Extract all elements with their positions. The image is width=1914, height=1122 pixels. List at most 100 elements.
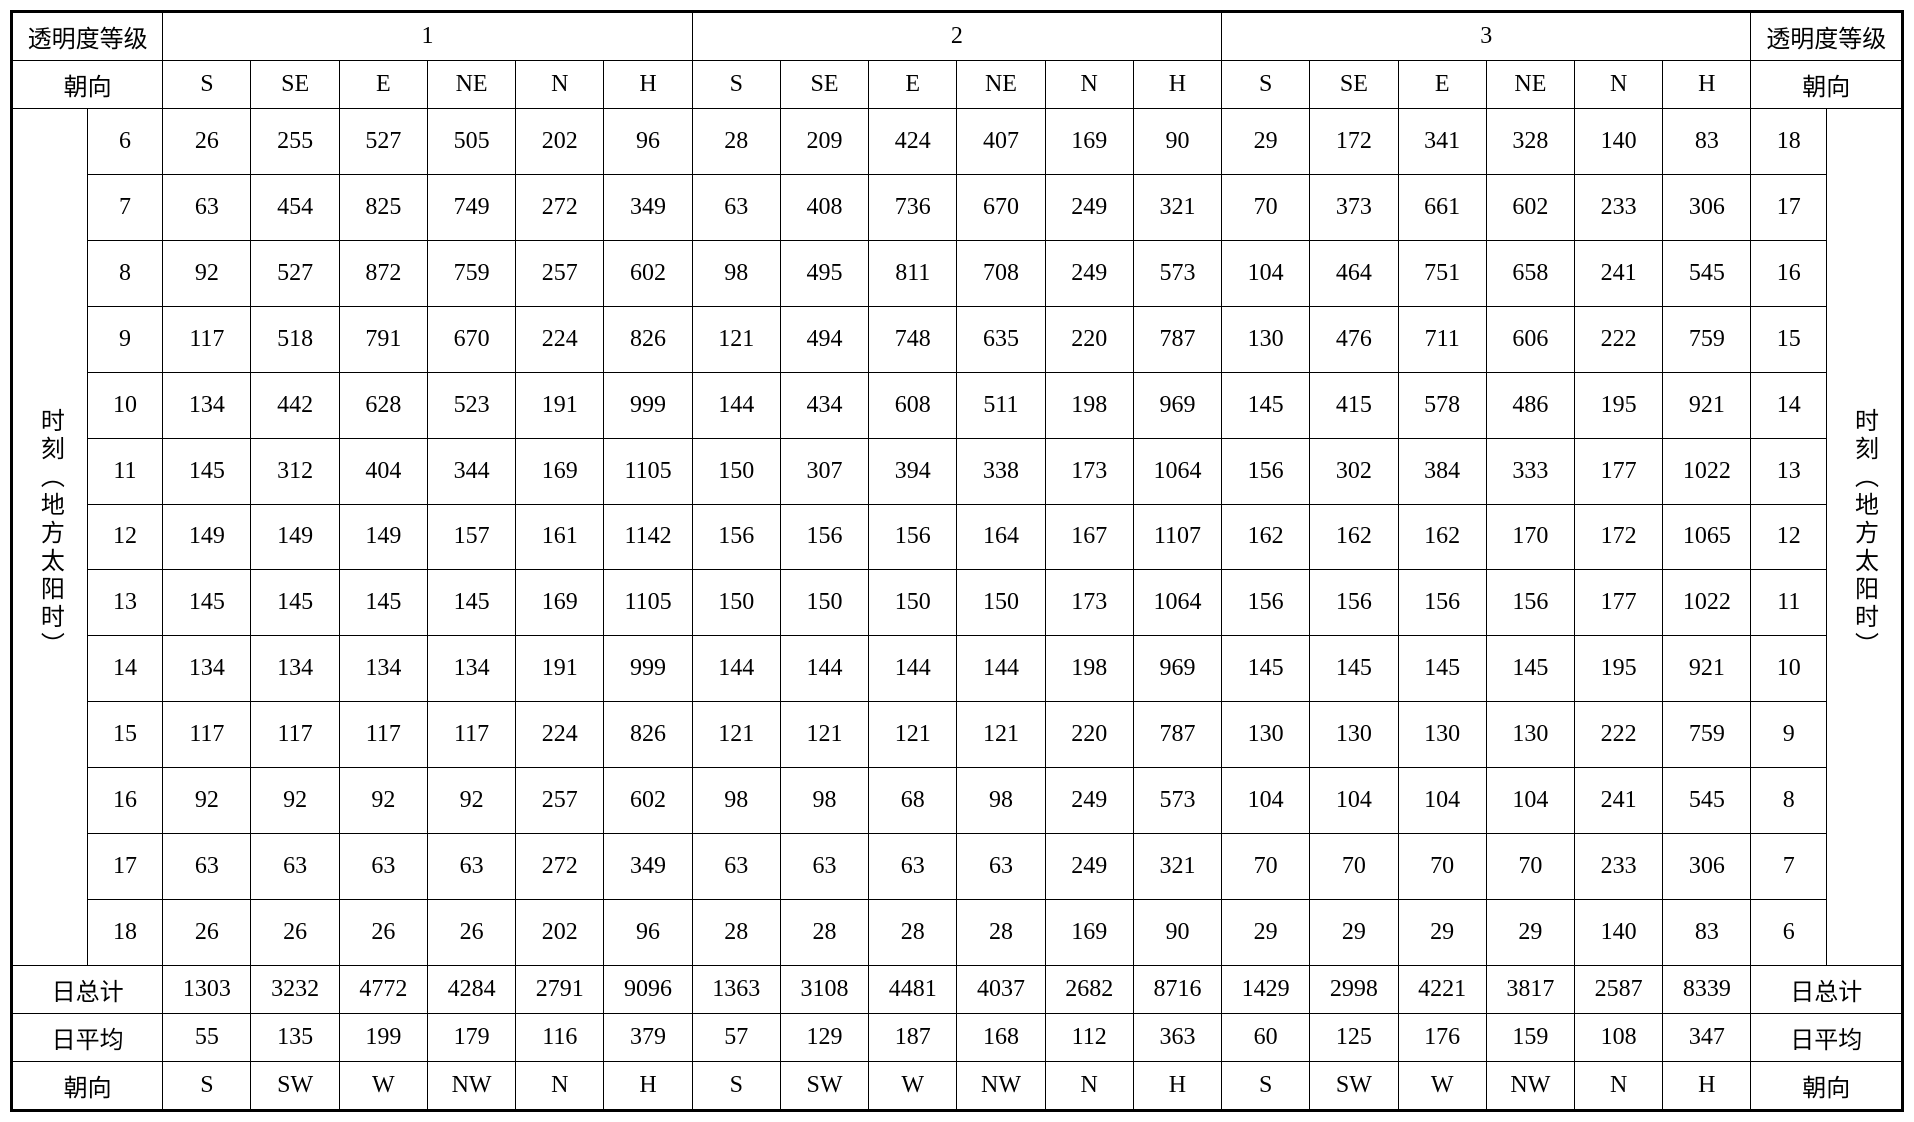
data-cell: 149 (339, 504, 427, 570)
data-cell: 759 (1663, 306, 1751, 372)
data-cell: 63 (869, 834, 957, 900)
data-cell: 257 (516, 240, 604, 306)
data-cell: 26 (163, 109, 251, 175)
data-cell: 826 (604, 702, 692, 768)
orientation-col-header: NE (427, 61, 515, 109)
data-cell: 156 (692, 504, 780, 570)
time-hour-left: 11 (87, 438, 163, 504)
data-cell: 134 (339, 636, 427, 702)
daily-average-cell: 176 (1398, 1014, 1486, 1062)
data-cell: 511 (957, 372, 1045, 438)
data-cell: 29 (1486, 900, 1574, 966)
data-cell: 169 (1045, 900, 1133, 966)
data-cell: 921 (1663, 636, 1751, 702)
time-hour-left: 14 (87, 636, 163, 702)
data-cell: 149 (251, 504, 339, 570)
data-cell: 224 (516, 702, 604, 768)
data-cell: 104 (1310, 768, 1398, 834)
data-cell: 63 (692, 174, 780, 240)
orientation-header-right: 朝向 (1751, 61, 1903, 109)
time-hour-right: 14 (1751, 372, 1827, 438)
daily-total-cell: 8339 (1663, 966, 1751, 1014)
daily-total-cell: 9096 (604, 966, 692, 1014)
data-cell: 121 (692, 702, 780, 768)
daily-total-cell: 2587 (1575, 966, 1663, 1014)
data-cell: 394 (869, 438, 957, 504)
daily-average-label-right: 日平均 (1751, 1014, 1903, 1062)
data-cell: 1064 (1133, 570, 1221, 636)
orientation-col-header: N (1575, 61, 1663, 109)
data-cell: 628 (339, 372, 427, 438)
data-cell: 140 (1575, 109, 1663, 175)
data-cell: 156 (1398, 570, 1486, 636)
data-cell: 134 (163, 636, 251, 702)
data-cell: 150 (692, 438, 780, 504)
data-cell: 26 (163, 900, 251, 966)
data-cell: 68 (869, 768, 957, 834)
data-cell: 92 (427, 768, 515, 834)
data-cell: 121 (692, 306, 780, 372)
daily-average-cell: 187 (869, 1014, 957, 1062)
time-hour-left: 12 (87, 504, 163, 570)
data-cell: 63 (163, 174, 251, 240)
time-hour-right: 11 (1751, 570, 1827, 636)
time-hour-left: 10 (87, 372, 163, 438)
data-cell: 198 (1045, 636, 1133, 702)
data-cell: 145 (427, 570, 515, 636)
data-cell: 759 (427, 240, 515, 306)
data-cell: 145 (1222, 636, 1310, 702)
data-cell: 307 (780, 438, 868, 504)
data-cell: 241 (1575, 240, 1663, 306)
orientation-col-header: N (516, 61, 604, 109)
data-cell: 117 (251, 702, 339, 768)
data-cell: 404 (339, 438, 427, 504)
data-cell: 602 (1486, 174, 1574, 240)
data-cell: 104 (1398, 768, 1486, 834)
data-cell: 144 (780, 636, 868, 702)
orientation-col-footer: H (1133, 1062, 1221, 1111)
data-cell: 826 (604, 306, 692, 372)
data-cell: 28 (957, 900, 1045, 966)
data-cell: 134 (163, 372, 251, 438)
data-cell: 70 (1310, 834, 1398, 900)
time-hour-left: 15 (87, 702, 163, 768)
time-hour-left: 16 (87, 768, 163, 834)
data-cell: 130 (1486, 702, 1574, 768)
daily-average-cell: 125 (1310, 1014, 1398, 1062)
data-cell: 415 (1310, 372, 1398, 438)
data-cell: 476 (1310, 306, 1398, 372)
time-hour-right: 12 (1751, 504, 1827, 570)
data-cell: 486 (1486, 372, 1574, 438)
data-cell: 172 (1310, 109, 1398, 175)
orientation-col-header: H (604, 61, 692, 109)
data-cell: 130 (1398, 702, 1486, 768)
daily-total-cell: 4481 (869, 966, 957, 1014)
data-cell: 156 (780, 504, 868, 570)
level-header: 3 (1222, 12, 1751, 61)
data-cell: 134 (427, 636, 515, 702)
data-cell: 202 (516, 109, 604, 175)
data-cell: 494 (780, 306, 868, 372)
data-cell: 83 (1663, 109, 1751, 175)
data-cell: 145 (163, 570, 251, 636)
daily-total-cell: 8716 (1133, 966, 1221, 1014)
data-cell: 130 (1310, 702, 1398, 768)
time-axis-left: 时刻︵地方太阳时︶ (12, 109, 88, 966)
data-cell: 349 (604, 834, 692, 900)
time-hour-right: 18 (1751, 109, 1827, 175)
data-cell: 527 (251, 240, 339, 306)
data-cell: 140 (1575, 900, 1663, 966)
daily-average-cell: 199 (339, 1014, 427, 1062)
data-cell: 150 (780, 570, 868, 636)
data-cell: 117 (427, 702, 515, 768)
data-cell: 156 (1486, 570, 1574, 636)
data-cell: 92 (163, 240, 251, 306)
time-hour-right: 16 (1751, 240, 1827, 306)
data-cell: 144 (692, 372, 780, 438)
orientation-col-header: S (163, 61, 251, 109)
data-cell: 156 (1310, 570, 1398, 636)
data-cell: 349 (604, 174, 692, 240)
data-cell: 63 (427, 834, 515, 900)
orientation-col-footer: H (1663, 1062, 1751, 1111)
data-cell: 191 (516, 372, 604, 438)
